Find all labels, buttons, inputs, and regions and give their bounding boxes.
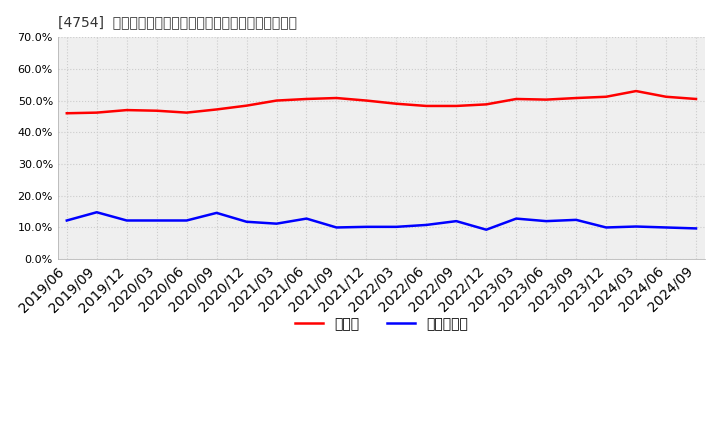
有利子負債 — [662, 225, 670, 230]
現預金 — [631, 88, 640, 94]
有利子負債 — [92, 209, 101, 215]
有利子負債 — [63, 218, 71, 223]
有利子負債 — [452, 219, 461, 224]
有利子負債 — [212, 210, 221, 216]
現預金 — [452, 103, 461, 109]
有利子負債 — [572, 217, 580, 223]
現預金 — [153, 108, 161, 114]
有利子負債 — [512, 216, 521, 221]
現預金 — [602, 94, 611, 99]
Legend: 現預金, 有利子負債: 現預金, 有利子負債 — [289, 312, 473, 337]
Line: 現預金: 現預金 — [67, 91, 696, 113]
有利子負債 — [272, 221, 281, 226]
有利子負債 — [302, 216, 311, 221]
現預金 — [572, 95, 580, 101]
現預金 — [122, 107, 131, 113]
現預金 — [242, 103, 251, 108]
有利子負債 — [482, 227, 490, 232]
現預金 — [63, 110, 71, 116]
現預金 — [662, 94, 670, 99]
有利子負債 — [602, 225, 611, 230]
現預金 — [422, 103, 431, 109]
現預金 — [482, 102, 490, 107]
有利子負債 — [182, 218, 191, 223]
現預金 — [362, 98, 371, 103]
有利子負債 — [332, 225, 341, 230]
現預金 — [332, 95, 341, 101]
Text: [4754]  現預金、有利子負債の総資産に対する比率の推移: [4754] 現預金、有利子負債の総資産に対する比率の推移 — [58, 15, 297, 29]
現預金 — [212, 107, 221, 112]
現預金 — [692, 96, 701, 102]
有利子負債 — [542, 219, 551, 224]
現預金 — [392, 101, 401, 106]
現預金 — [182, 110, 191, 115]
有利子負債 — [422, 222, 431, 227]
現預金 — [92, 110, 101, 115]
有利子負債 — [631, 224, 640, 229]
有利子負債 — [392, 224, 401, 230]
有利子負債 — [153, 218, 161, 223]
現預金 — [272, 98, 281, 103]
有利子負債 — [242, 219, 251, 224]
現預金 — [302, 96, 311, 102]
有利子負債 — [362, 224, 371, 230]
現預金 — [512, 96, 521, 102]
Line: 有利子負債: 有利子負債 — [67, 212, 696, 230]
現預金 — [542, 97, 551, 102]
有利子負債 — [122, 218, 131, 223]
有利子負債 — [692, 226, 701, 231]
